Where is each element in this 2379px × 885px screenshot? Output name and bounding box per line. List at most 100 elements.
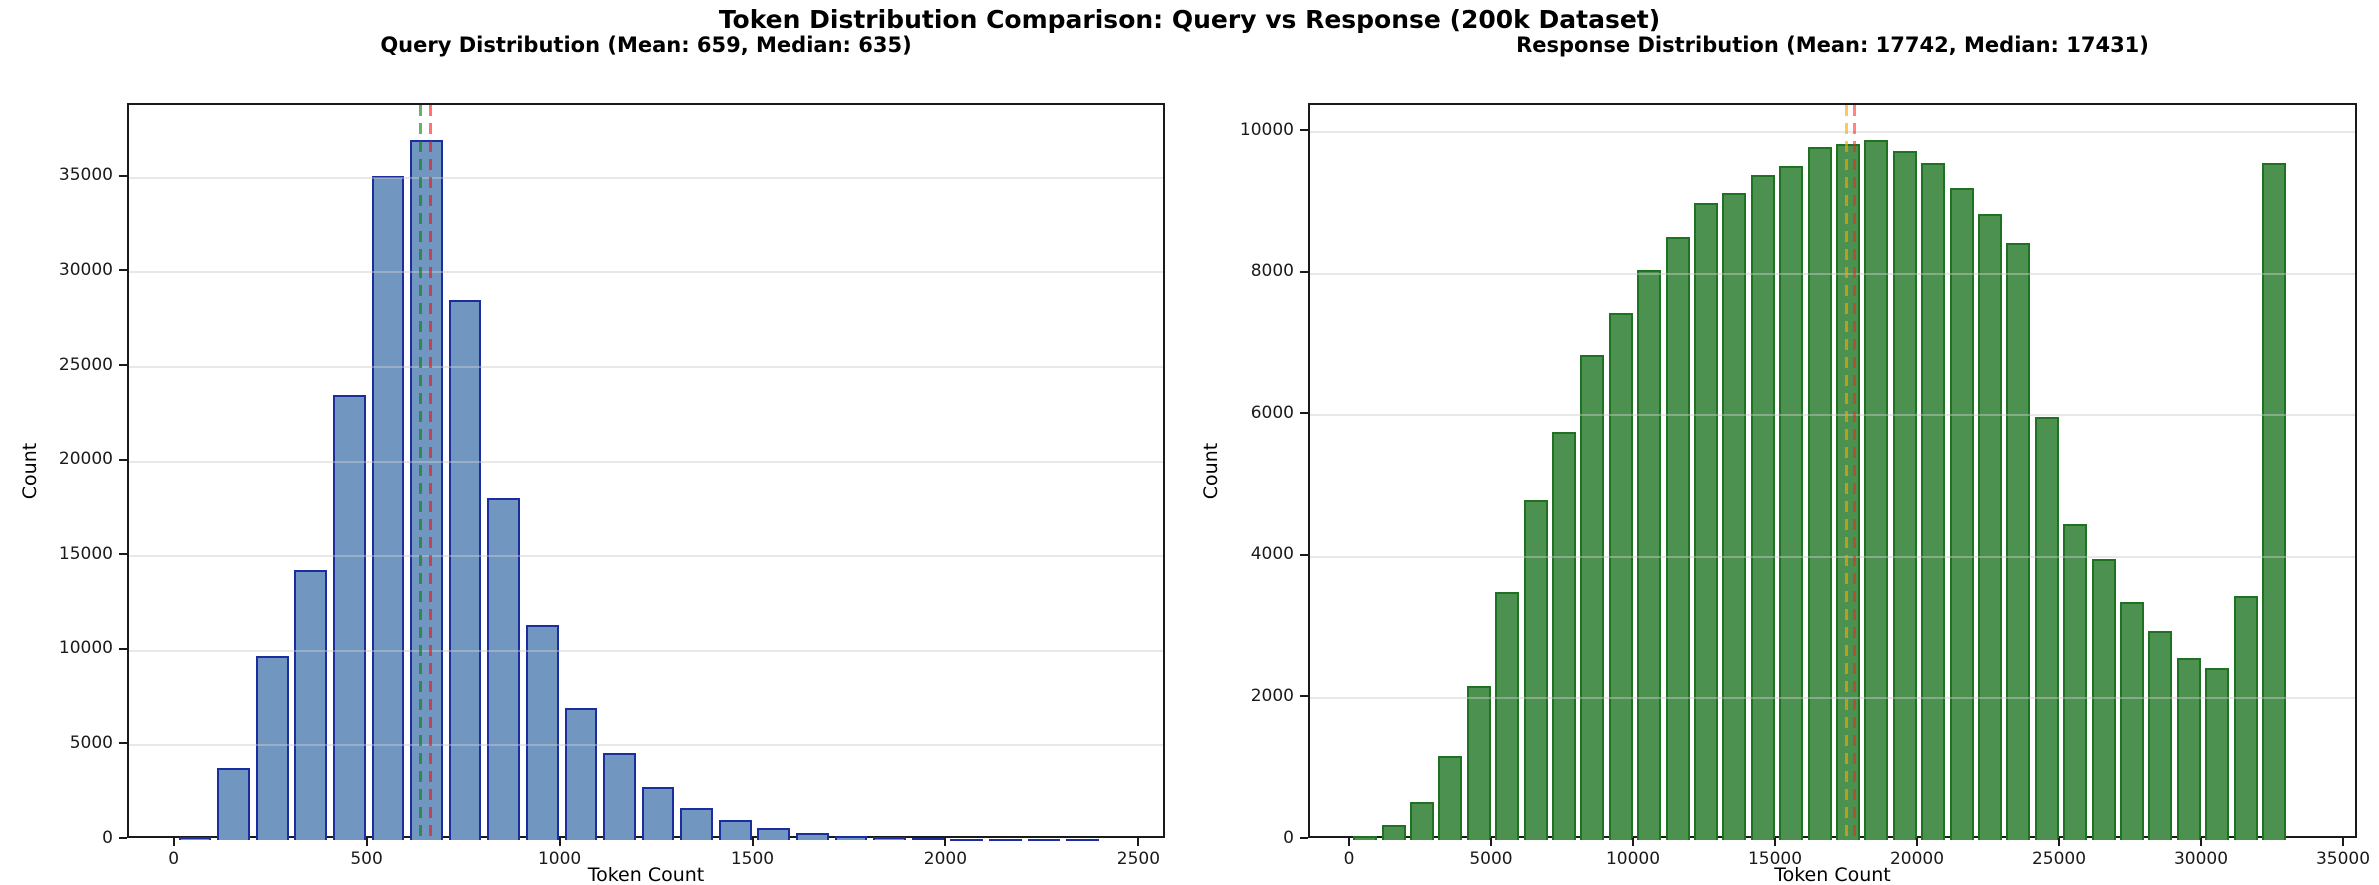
gridline-y-25000 [129, 366, 1163, 368]
histogram-bar-query [294, 569, 328, 840]
histogram-bar-query [217, 768, 250, 840]
histogram-bar-query [255, 655, 289, 840]
histogram-bar-query [873, 837, 906, 840]
x-tick-mark [1916, 838, 1918, 846]
histogram-bar-response [1949, 188, 1974, 840]
y-tick-mark [1300, 695, 1308, 698]
x-tick-label: 30000 [2173, 849, 2229, 869]
histogram-bar-response [1835, 144, 1860, 840]
histogram-bar-query [718, 820, 752, 840]
x-tick-label: 20000 [1889, 849, 1945, 869]
histogram-bar-query [988, 838, 1022, 841]
y-tick-label: 0 [1283, 827, 1294, 848]
gridline-y-35000 [129, 176, 1163, 179]
x-tick-mark [1348, 838, 1350, 846]
histogram-bar-response [1864, 140, 1889, 840]
histogram-bar-response [2006, 243, 2031, 840]
y-tick-mark [119, 647, 127, 650]
y-tick-mark [119, 742, 127, 745]
x-tick-label: 5000 [1469, 849, 1513, 869]
y-tick-mark [1300, 553, 1308, 556]
y-tick-label: 2000 [1250, 685, 1294, 706]
histogram-bar-response [2205, 668, 2230, 840]
histogram-bar-response [1807, 147, 1832, 840]
y-tick-mark [1300, 412, 1308, 415]
histogram-bar-response [1779, 166, 1804, 840]
histogram-bar-query [1066, 838, 1099, 841]
x-tick-label: 1000 [537, 849, 582, 869]
histogram-bar-query [410, 140, 443, 840]
y-tick-label: 20000 [58, 449, 113, 470]
histogram-bar-response [2091, 559, 2116, 840]
histogram-bar-response [1438, 755, 1463, 840]
histogram-bar-response [1693, 203, 1718, 840]
chart-title-query: Query Distribution (Mean: 659, Median: 6… [380, 33, 912, 57]
x-tick-mark [365, 838, 368, 846]
y-tick-mark [119, 364, 127, 366]
y-tick-label: 6000 [1250, 402, 1294, 423]
x-tick-label: 15000 [1747, 849, 1803, 869]
histogram-bar-response [2261, 163, 2286, 840]
histogram-bar-response [1977, 214, 2002, 840]
x-tick-mark [1490, 838, 1492, 846]
x-tick-mark [558, 838, 561, 846]
gridline-y-8000 [1310, 272, 2355, 275]
x-axis-label-query: Token Count [587, 864, 705, 885]
histogram-bar-response [2233, 595, 2258, 840]
y-tick-mark [1300, 837, 1308, 839]
y-tick-label: 5000 [69, 732, 113, 753]
histogram-bar-query [680, 807, 713, 840]
histogram-bar-response [1409, 801, 1434, 840]
histogram-bar-response [1495, 592, 1520, 840]
x-tick-mark [1774, 838, 1776, 846]
histogram-bar-response [1921, 163, 1946, 840]
y-axis-label-response: Count [1200, 442, 1222, 499]
chart-title-response: Response Distribution (Mean: 17742, Medi… [1516, 33, 2149, 57]
histogram-bar-response [1353, 835, 1378, 840]
histogram-bar-query [332, 394, 366, 840]
gridline-y-6000 [1310, 414, 2355, 417]
histogram-bar-response [1665, 237, 1690, 840]
x-tick-mark [1137, 838, 1140, 846]
histogram-bar-query [487, 497, 521, 840]
histogram-bar-response [1466, 686, 1491, 840]
x-tick-label: 25000 [2031, 849, 2087, 869]
histogram-bar-response [2063, 524, 2088, 840]
x-tick-label: 0 [168, 849, 180, 869]
histogram-bar-query [911, 838, 945, 841]
y-tick-label: 4000 [1250, 544, 1294, 565]
gridline-y-15000 [129, 555, 1163, 558]
histogram-bar-query [448, 299, 482, 840]
gridline-y-10000 [129, 649, 1163, 652]
y-tick-label: 10000 [1239, 119, 1294, 140]
y-tick-label: 8000 [1250, 261, 1294, 282]
y-tick-mark [119, 458, 127, 461]
histogram-bar-query [564, 707, 598, 840]
histogram-bar-response [1381, 825, 1406, 840]
histogram-bar-query [641, 787, 675, 840]
gridline-y-4000 [1310, 555, 2355, 558]
x-tick-label: 2500 [1116, 849, 1161, 869]
histogram-bar-query [796, 832, 829, 840]
histogram-bar-response [1722, 193, 1747, 840]
x-axis-label-response: Token Count [1774, 864, 1891, 885]
histogram-bar-query [178, 837, 212, 840]
x-tick-label: 0 [1343, 849, 1355, 869]
histogram-bar-response [1580, 354, 1605, 840]
histogram-bar-response [2034, 416, 2059, 840]
x-tick-mark [172, 838, 175, 846]
x-tick-label: 35000 [2315, 849, 2371, 869]
histogram-bar-response [2119, 602, 2144, 840]
histogram-bar-query [371, 175, 405, 840]
y-tick-mark [119, 269, 127, 272]
histogram-bar-response [1750, 174, 1775, 840]
y-tick-label: 10000 [58, 638, 113, 659]
histogram-bar-query [1027, 838, 1061, 841]
y-tick-label: 25000 [58, 354, 113, 375]
y-tick-label: 30000 [58, 259, 113, 280]
histogram-bar-response [1892, 150, 1917, 840]
y-tick-mark [119, 174, 127, 177]
x-tick-mark [2058, 838, 2060, 846]
gridline-y-20000 [129, 460, 1163, 463]
